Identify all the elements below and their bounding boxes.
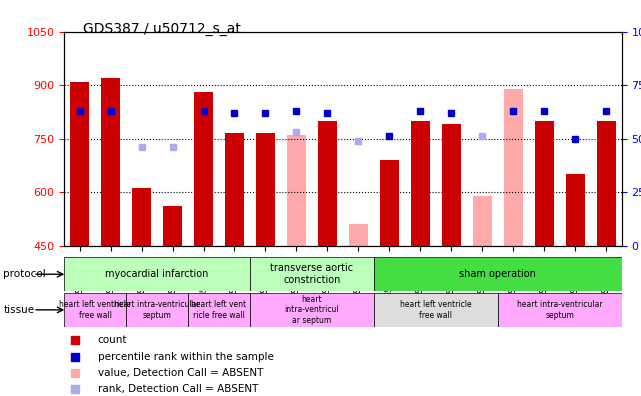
- Text: heart
intra-ventricul
ar septum: heart intra-ventricul ar septum: [285, 295, 339, 325]
- Text: heart left vent
ricle free wall: heart left vent ricle free wall: [192, 300, 247, 320]
- Text: heart intra-ventricular
septum: heart intra-ventricular septum: [114, 300, 200, 320]
- Bar: [349, 224, 368, 246]
- Bar: [535, 121, 554, 246]
- Bar: [473, 196, 492, 246]
- Text: protocol: protocol: [3, 269, 46, 280]
- Text: heart left ventricle
free wall: heart left ventricle free wall: [59, 300, 131, 320]
- Bar: [256, 133, 275, 246]
- Bar: [188, 293, 250, 327]
- Text: myocardial infarction: myocardial infarction: [105, 269, 209, 279]
- Bar: [411, 121, 429, 246]
- Bar: [194, 92, 213, 246]
- Bar: [374, 257, 622, 291]
- Text: heart left ventricle
free wall: heart left ventricle free wall: [400, 300, 472, 320]
- Bar: [597, 121, 615, 246]
- Text: tissue: tissue: [3, 305, 35, 315]
- Bar: [566, 174, 585, 246]
- Bar: [132, 188, 151, 246]
- Bar: [71, 82, 89, 246]
- Bar: [287, 135, 306, 246]
- Text: count: count: [97, 335, 127, 345]
- Bar: [250, 293, 374, 327]
- Bar: [504, 89, 522, 246]
- Bar: [374, 293, 498, 327]
- Bar: [101, 78, 120, 246]
- Text: value, Detection Call = ABSENT: value, Detection Call = ABSENT: [97, 368, 263, 378]
- Text: rank, Detection Call = ABSENT: rank, Detection Call = ABSENT: [97, 385, 258, 394]
- Bar: [318, 121, 337, 246]
- Bar: [380, 160, 399, 246]
- Text: GDS387 / u50712_s_at: GDS387 / u50712_s_at: [83, 22, 241, 36]
- Text: transverse aortic
constriction: transverse aortic constriction: [271, 263, 354, 285]
- Text: heart intra-ventricular
septum: heart intra-ventricular septum: [517, 300, 603, 320]
- Bar: [225, 133, 244, 246]
- Bar: [64, 293, 126, 327]
- Bar: [64, 257, 250, 291]
- Bar: [442, 124, 461, 246]
- Bar: [250, 257, 374, 291]
- Bar: [498, 293, 622, 327]
- Bar: [126, 293, 188, 327]
- Bar: [163, 206, 182, 246]
- Text: sham operation: sham operation: [460, 269, 537, 279]
- Text: percentile rank within the sample: percentile rank within the sample: [97, 352, 274, 362]
